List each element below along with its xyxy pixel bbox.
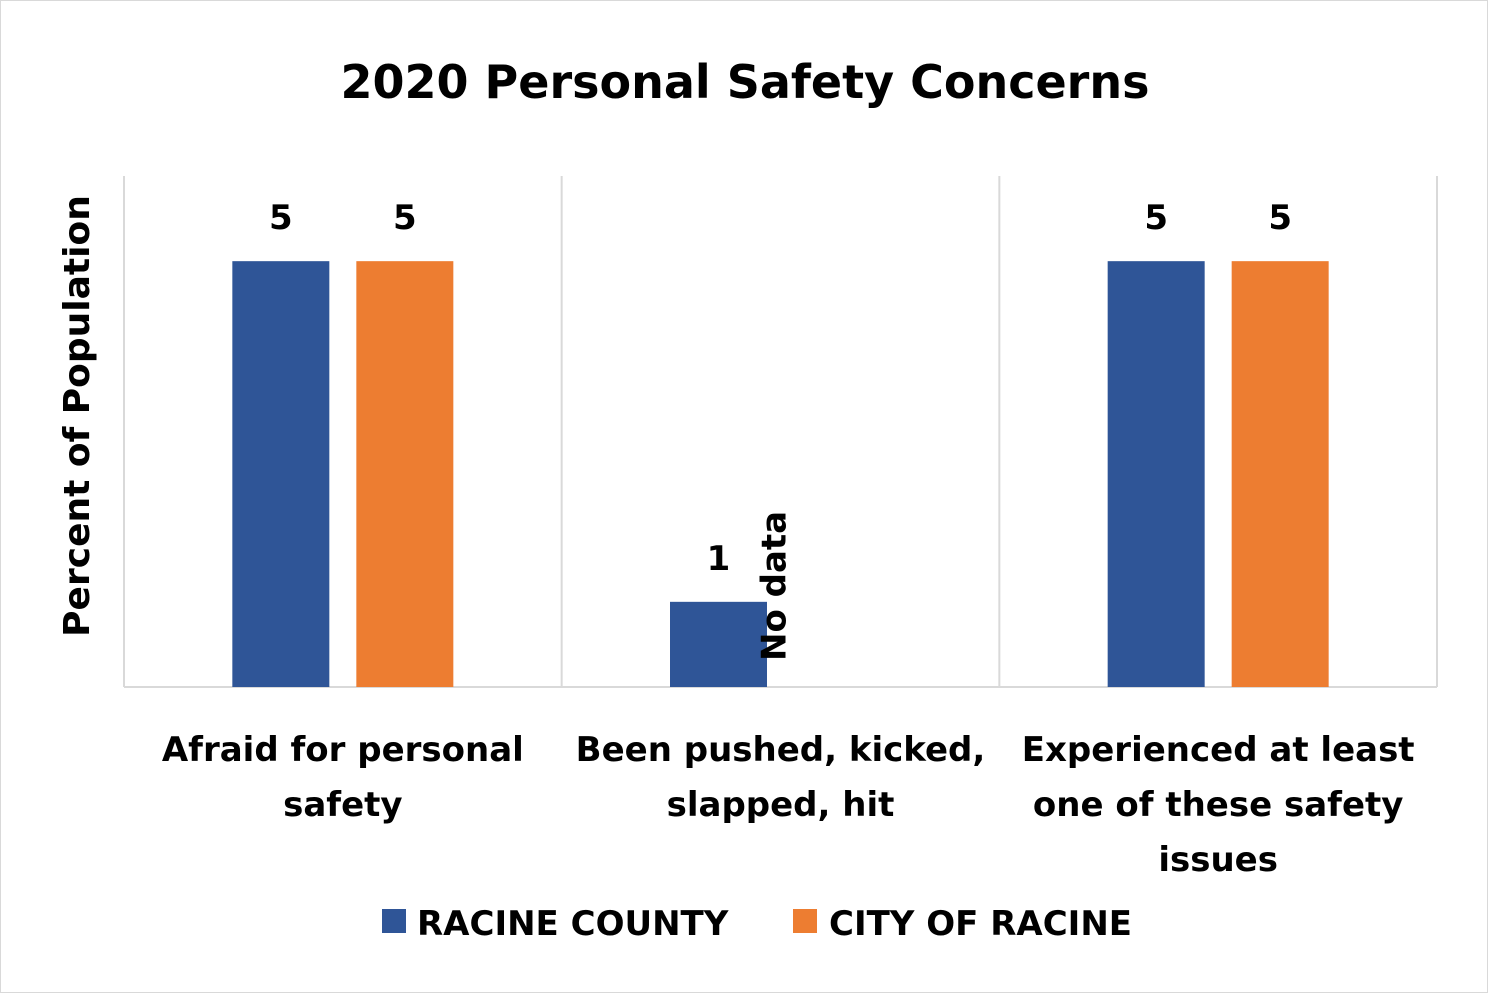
legend-label: RACINE COUNTY: [417, 904, 729, 944]
legend-label: CITY OF RACINE: [829, 904, 1132, 944]
bar: [1231, 261, 1329, 687]
bar: [356, 261, 454, 687]
category-label: one of these safety: [1033, 785, 1404, 825]
category-label: safety: [283, 785, 402, 825]
bar: [232, 261, 330, 687]
category-label: Experienced at least: [1022, 730, 1415, 770]
category-label: Afraid for personal: [162, 730, 524, 770]
legend-swatch: [793, 909, 817, 933]
category-label: issues: [1158, 840, 1278, 880]
legend: RACINE COUNTY CITY OF RACINE: [382, 904, 1132, 944]
no-data-label: No data: [755, 511, 795, 661]
data-label: 5: [1268, 198, 1292, 238]
plot-area: 5 5 Afraid for personal safety 1 No data Been …: [123, 176, 1438, 880]
data-label: 5: [1144, 198, 1168, 238]
legend-swatch: [382, 909, 406, 933]
bar: [670, 601, 767, 687]
bar: [1107, 261, 1205, 687]
category-label: slapped, hit: [667, 785, 895, 825]
y-axis-title: Percent of Population: [57, 195, 98, 637]
category-label: Been pushed, kicked,: [576, 730, 986, 770]
chart-title: 2020 Personal Safety Concerns: [341, 55, 1150, 109]
data-label: 1: [707, 539, 731, 579]
data-label: 5: [269, 198, 293, 238]
data-label: 5: [393, 198, 417, 238]
